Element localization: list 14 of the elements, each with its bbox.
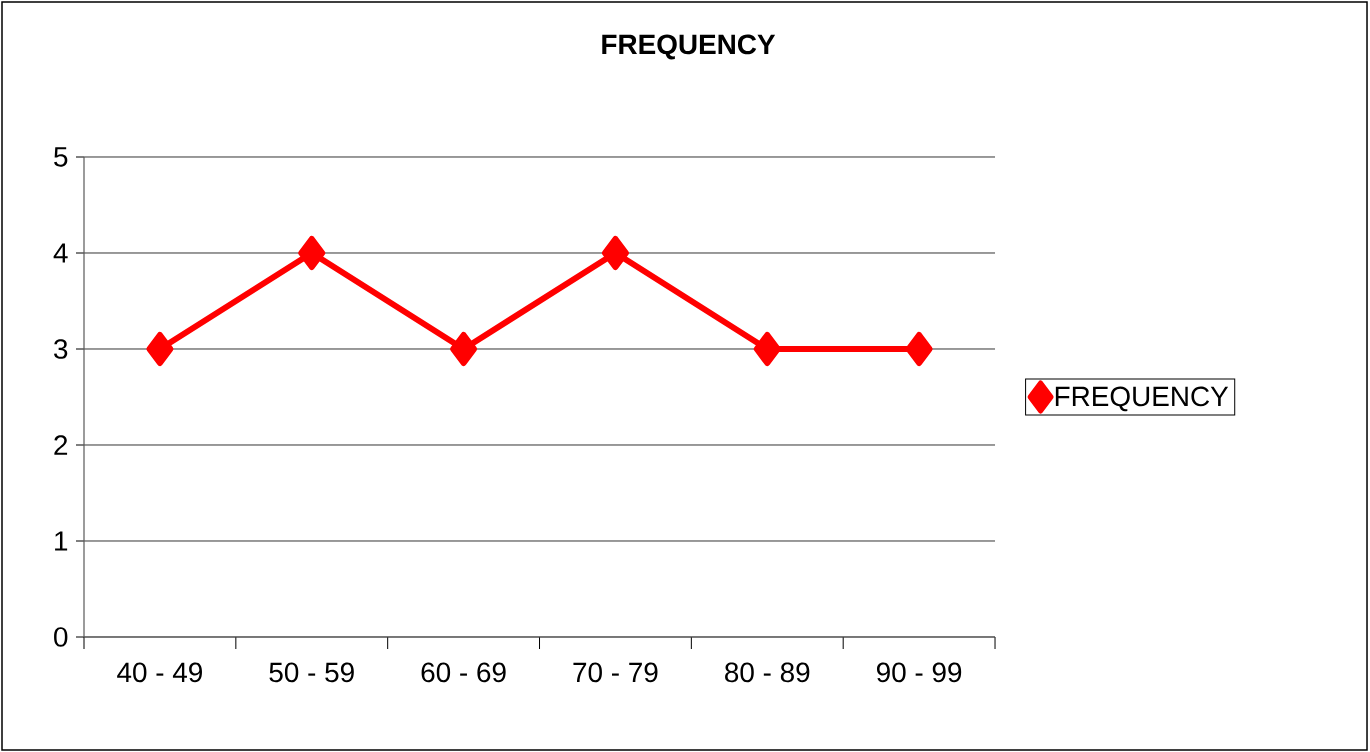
x-tick-label: 40 - 49 [117, 662, 202, 683]
x-tick-label: 70 - 79 [573, 662, 658, 683]
x-tick-label: 50 - 59 [269, 662, 354, 683]
y-tick-label: 3 [54, 339, 68, 359]
y-tick-label: 2 [54, 435, 68, 455]
x-tick-label: 80 - 89 [725, 662, 810, 683]
legend-label: FREQUENCY [1055, 386, 1229, 412]
x-tick-label: 60 - 69 [421, 662, 506, 683]
y-tick-label: 5 [54, 147, 68, 167]
y-tick-label: 4 [53, 243, 68, 263]
y-tick-label: 1 [55, 531, 68, 551]
chart-title: FREQUENCY [602, 34, 776, 60]
x-tick-label: 90 - 99 [876, 662, 962, 683]
y-tick-label: 0 [54, 627, 68, 647]
